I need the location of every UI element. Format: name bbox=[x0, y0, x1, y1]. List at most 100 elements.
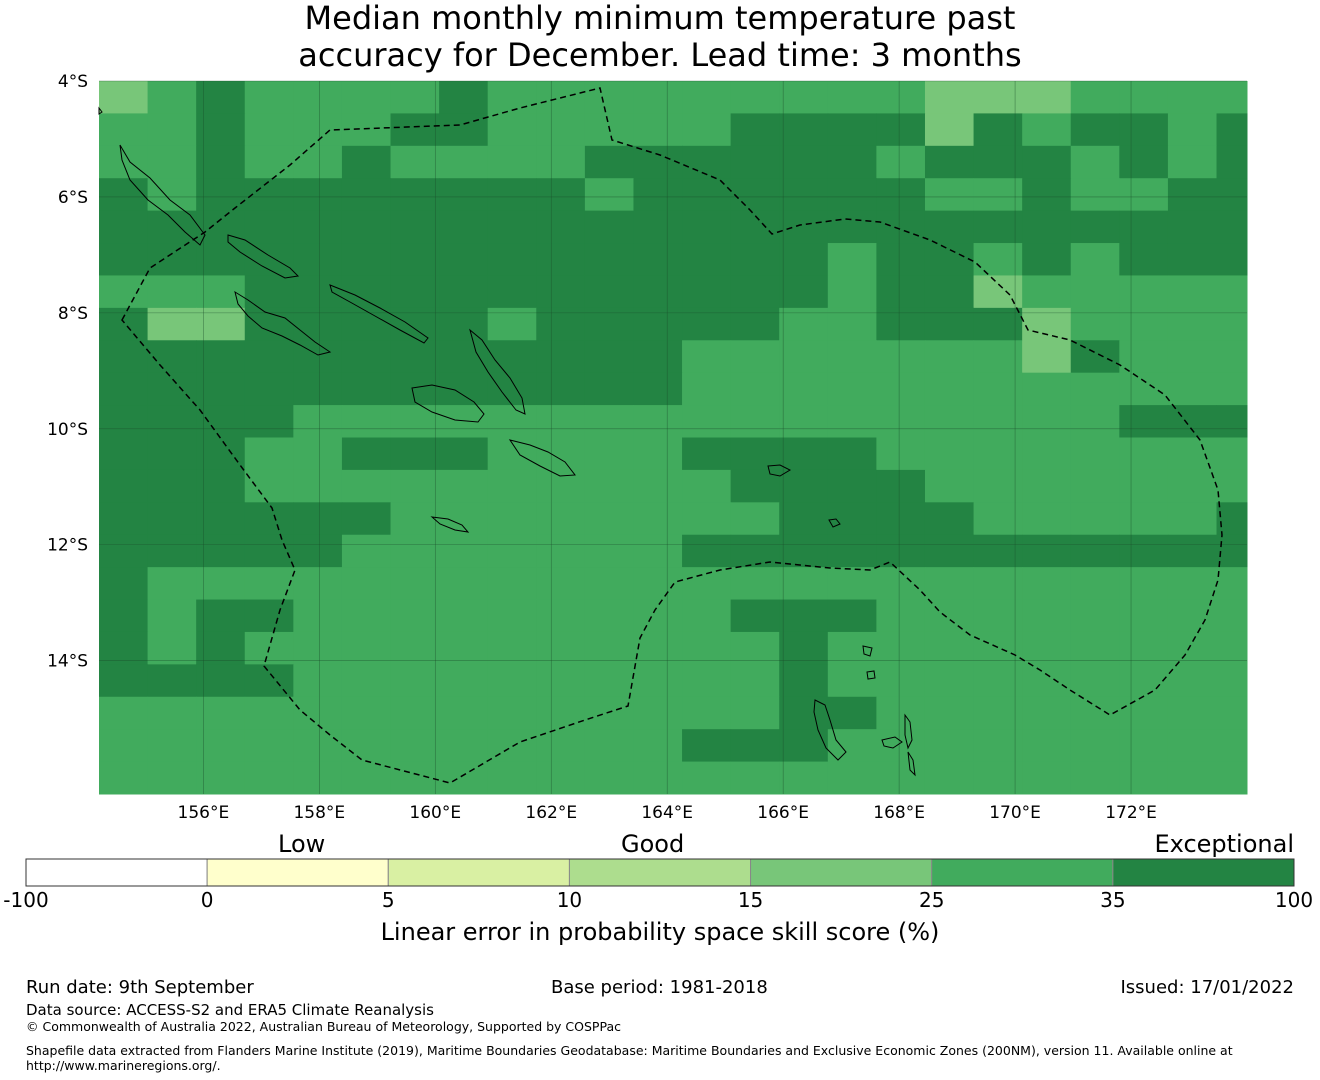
grid-cell bbox=[536, 405, 586, 438]
grid-cell bbox=[1167, 599, 1218, 633]
grid-cell bbox=[147, 502, 197, 536]
grid-cell bbox=[584, 437, 634, 471]
island-bougainville bbox=[119, 144, 206, 246]
grid-cell bbox=[584, 275, 634, 309]
grid-cell bbox=[973, 210, 1023, 244]
island-guadalcanal bbox=[411, 384, 485, 423]
grid-cell bbox=[1119, 275, 1169, 309]
grid-cell bbox=[1119, 696, 1169, 730]
grid-cell bbox=[196, 696, 246, 730]
skill-grid bbox=[99, 81, 1248, 795]
grid-cell bbox=[924, 599, 975, 633]
grid-cell bbox=[682, 405, 732, 438]
grid-cell bbox=[876, 405, 926, 438]
grid-cell bbox=[827, 81, 877, 114]
grid-cell bbox=[147, 761, 197, 795]
grid-cell bbox=[147, 372, 197, 406]
grid-cell bbox=[1167, 81, 1218, 114]
grid-cell bbox=[633, 405, 683, 438]
grid-cell bbox=[827, 340, 877, 374]
longitude-tick-label: 168°E bbox=[873, 803, 925, 823]
grid-cell bbox=[827, 243, 877, 276]
grid-cell bbox=[1022, 696, 1072, 730]
grid-cell bbox=[633, 113, 683, 147]
grid-cell bbox=[244, 81, 294, 114]
shapefile-url: http://www.marineregions.org/. bbox=[26, 1058, 221, 1073]
grid-cell bbox=[730, 178, 780, 212]
colorbar-tick-label: 100 bbox=[1274, 888, 1314, 912]
grid-cell bbox=[293, 307, 343, 341]
title-line-2: accuracy for December. Lead time: 3 mont… bbox=[298, 36, 1022, 74]
grid-cell bbox=[99, 664, 149, 698]
grid-cell bbox=[196, 340, 246, 374]
grid-cell bbox=[536, 534, 586, 568]
grid-cell bbox=[341, 405, 392, 438]
grid-cell bbox=[633, 469, 683, 503]
grid-cell bbox=[682, 81, 732, 114]
grid-cell bbox=[730, 631, 780, 665]
grid-cell bbox=[99, 599, 149, 633]
grid-cell bbox=[779, 437, 829, 471]
grid-cell bbox=[1216, 243, 1248, 276]
grid-cell bbox=[390, 340, 440, 374]
grid-cell bbox=[1167, 243, 1218, 276]
grid-cell bbox=[633, 178, 683, 212]
grid-cell bbox=[973, 372, 1023, 406]
grid-cell bbox=[1119, 761, 1169, 795]
grid-cell bbox=[876, 113, 926, 147]
grid-cell bbox=[487, 243, 537, 276]
grid-cell bbox=[1216, 437, 1248, 471]
grid-cell bbox=[924, 405, 975, 438]
grid-cell bbox=[99, 372, 149, 406]
grid-cell bbox=[876, 340, 926, 374]
grid-cell bbox=[536, 340, 586, 374]
grid-cell bbox=[1022, 534, 1072, 568]
grid-cell bbox=[633, 599, 683, 633]
grid-cell bbox=[1216, 178, 1248, 212]
grid-cell bbox=[633, 696, 683, 730]
grid-cell bbox=[633, 81, 683, 114]
grid-cell bbox=[1070, 178, 1120, 212]
grid-cell bbox=[293, 631, 343, 665]
grid-cell bbox=[876, 437, 926, 471]
grid-cell bbox=[1216, 275, 1248, 309]
grid-cell bbox=[439, 534, 489, 568]
grid-cell bbox=[293, 502, 343, 536]
island-choiseul bbox=[227, 234, 300, 279]
grid-cell bbox=[293, 599, 343, 633]
grid-cell bbox=[293, 761, 343, 795]
grid-cell bbox=[779, 340, 829, 374]
grid-cell bbox=[827, 696, 877, 730]
grid-cell bbox=[1070, 81, 1120, 114]
grid-cell bbox=[633, 210, 683, 244]
colorbar-segment bbox=[568, 858, 752, 887]
grid-cell bbox=[924, 113, 975, 147]
grid-cell bbox=[633, 631, 683, 665]
grid-cell bbox=[1022, 437, 1072, 471]
grid-cell bbox=[487, 405, 537, 438]
grid-cell bbox=[147, 437, 197, 471]
latitude-tick-label: 10°S bbox=[47, 420, 88, 440]
grid-cell bbox=[536, 599, 586, 633]
grid-cell bbox=[536, 210, 586, 244]
grid-cell bbox=[341, 113, 392, 147]
grid-cell bbox=[196, 113, 246, 147]
grid-cell bbox=[1022, 210, 1072, 244]
grid-cell bbox=[1119, 729, 1169, 763]
grid-cell bbox=[439, 372, 489, 406]
grid-cell bbox=[1070, 664, 1120, 698]
grid-cell bbox=[1216, 567, 1248, 601]
grid-cell bbox=[1167, 113, 1218, 147]
grid-cell bbox=[244, 599, 294, 633]
grid-cell bbox=[293, 243, 343, 276]
grid-cell bbox=[536, 437, 586, 471]
grid-cell bbox=[1167, 696, 1218, 730]
grid-cell bbox=[682, 113, 732, 147]
grid-cell bbox=[973, 599, 1023, 633]
grid-cell bbox=[1070, 729, 1120, 763]
grid-cell bbox=[973, 307, 1023, 341]
grid-cell bbox=[973, 469, 1023, 503]
grid-cell bbox=[973, 405, 1023, 438]
grid-cell bbox=[1167, 534, 1218, 568]
grid-cell bbox=[1070, 567, 1120, 601]
